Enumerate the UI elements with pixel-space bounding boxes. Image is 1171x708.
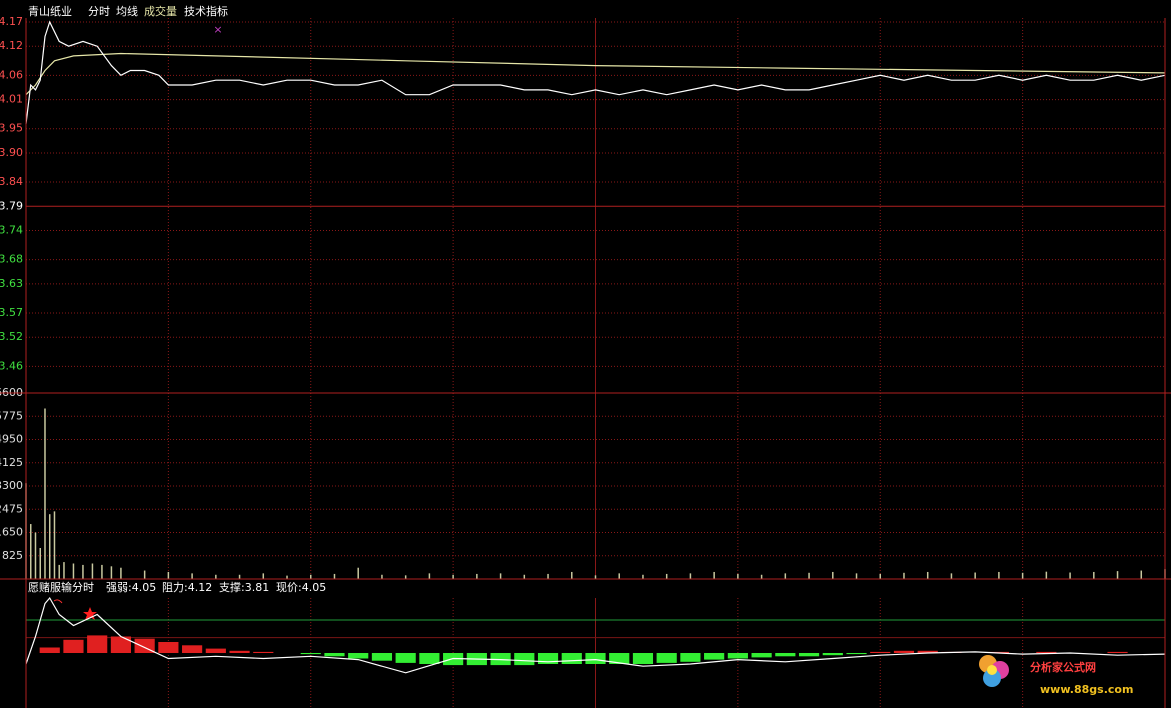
y-tick-label: 4.01 [0, 93, 23, 106]
histogram-bar [514, 653, 535, 666]
histogram-bar [609, 653, 630, 664]
y-tick-label: 825 [2, 549, 23, 562]
histogram-bar [751, 653, 772, 658]
histogram-bar [324, 653, 345, 657]
y-tick-label: 3300 [0, 479, 23, 492]
y-tick-label: 3.46 [0, 359, 23, 372]
histogram-bar [846, 653, 867, 655]
y-tick-label: 5775 [0, 409, 23, 422]
histogram-bar [798, 653, 820, 657]
watermark-url: www.88gs.com [1040, 683, 1133, 696]
line [25, 20, 1166, 124]
line [25, 596, 1166, 674]
y-tick-label: 3.57 [0, 306, 23, 319]
y-tick-label: 3.52 [0, 330, 23, 343]
histogram-bar [917, 650, 938, 653]
marker: × [213, 23, 222, 36]
y-tick-label: 4.06 [0, 68, 23, 81]
indicator-name: 愿赌服输分时 [28, 580, 94, 594]
y-tick-label: 1650 [0, 526, 23, 539]
histogram-bar [419, 653, 440, 664]
histogram-bar [1107, 651, 1128, 653]
logo-center [987, 665, 997, 675]
histogram-bar [822, 653, 843, 656]
logo: 分析家公式网 www.88gs.com [979, 655, 1133, 696]
histogram-bar [39, 647, 60, 653]
indicator-item: 支撑:3.81 [219, 580, 269, 594]
histogram-bar [395, 653, 416, 663]
histogram-bar [348, 653, 369, 659]
histogram-bar [371, 653, 393, 661]
y-tick-label: 3.68 [0, 253, 23, 266]
y-tick-label: 4.17 [0, 15, 23, 28]
indicator-item: 强弱:4.05 [106, 581, 156, 594]
histogram-bar [585, 653, 606, 664]
y-tick-label: 4950 [0, 433, 23, 446]
histogram-bar [893, 650, 915, 653]
logo-petal [983, 669, 1001, 687]
signal [53, 599, 63, 604]
histogram-bar [63, 639, 84, 653]
watermark-title: 分析家公式网 [1030, 660, 1096, 674]
histogram-bar [87, 635, 108, 653]
histogram-bar [656, 653, 677, 663]
y-tick-label: 4125 [0, 456, 23, 469]
y-tick-label: 3.84 [0, 175, 23, 188]
tab[interactable]: 均线 [116, 4, 138, 18]
histogram-bar [205, 648, 226, 653]
histogram-bar [704, 653, 725, 660]
histogram-bar [870, 651, 891, 653]
indicator-item: 现价:4.05 [276, 581, 326, 594]
y-tick-label: 3.95 [0, 122, 23, 135]
histogram-bar [229, 650, 250, 653]
y-tick-label: 2475 [0, 502, 23, 515]
tab[interactable]: 分时 [88, 5, 110, 18]
histogram-bar [182, 645, 203, 653]
y-tick-label: 3.74 [0, 224, 23, 237]
histogram-bar [300, 653, 321, 655]
histogram-bar [537, 653, 559, 664]
histogram-bar [775, 653, 796, 657]
histogram-bar [632, 653, 654, 664]
indicator-item: 阻力:4.12 [162, 581, 212, 594]
histogram-bar [253, 651, 274, 653]
line [25, 52, 1166, 96]
y-tick-label: 3.63 [0, 277, 23, 290]
histogram-bar [1036, 651, 1057, 653]
y-tick-label: 3.90 [0, 146, 23, 159]
tab[interactable]: 技术指标 [184, 4, 228, 18]
y-tick-label: 3.79 [0, 199, 23, 212]
histogram-bar [158, 642, 179, 653]
histogram-bar [727, 653, 748, 659]
y-tick-label: 4.12 [0, 39, 23, 52]
stock-name: 青山纸业 [28, 5, 72, 18]
histogram-bar [110, 636, 132, 653]
tab[interactable]: 成交量 [144, 4, 177, 18]
histogram-bar [561, 653, 582, 664]
histogram-bar [680, 653, 701, 662]
